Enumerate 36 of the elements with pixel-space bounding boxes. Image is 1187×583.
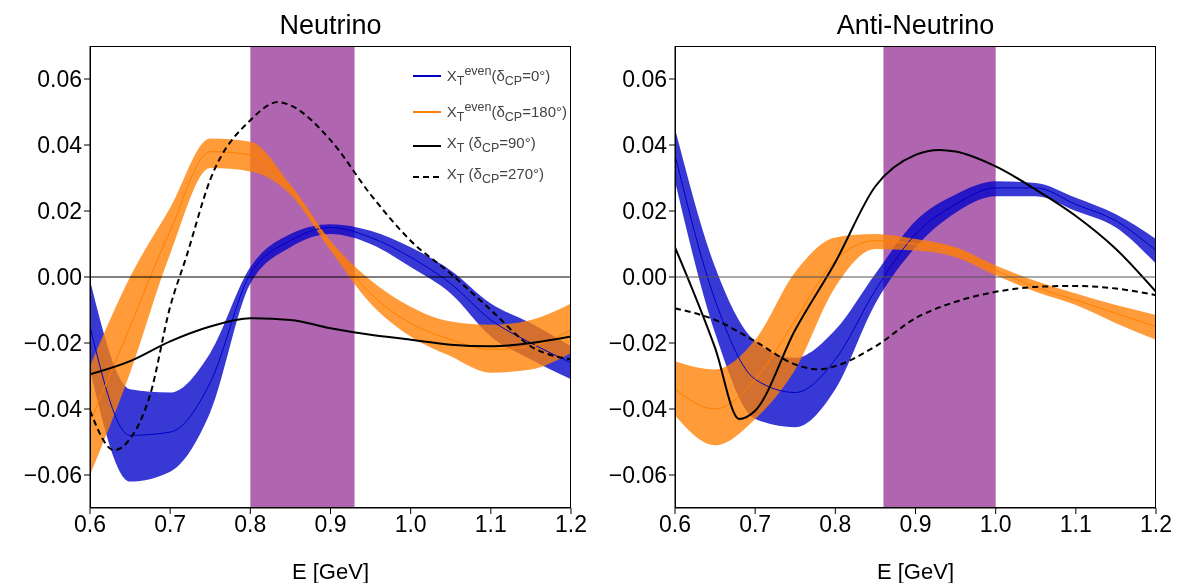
y-tick-label: 0.06 [37,66,82,93]
x-tick-label: 0.6 [659,511,691,538]
x-tick-label: 0.9 [314,511,347,538]
x-tick-label: 0.8 [234,511,267,538]
x-tick-label: 0.9 [899,511,932,538]
y-tick-label: −0.02 [23,330,82,357]
y-tick-label: 0.02 [622,198,667,225]
y-tick-label: −0.02 [608,330,667,357]
y-tick-label: −0.04 [608,396,668,423]
chart-title: Anti-Neutrino [835,10,996,41]
y-tick-label: 0.06 [622,66,667,93]
y-tick-label: −0.06 [608,462,667,489]
x-tick-label: 1.1 [474,511,507,538]
y-tick-label: 0.00 [37,264,82,291]
x-tick-label: 0.6 [74,511,106,538]
x-tick-label: 0.8 [819,511,852,538]
legend-label: X$_{T}$ (δ$_{CP}$=270°) [446,164,545,188]
legend-label: X$_{T}$ (δ$_{CP}$=90°) [446,133,536,157]
x-axis-title: E [GeV] [876,559,955,583]
legend-label: X$_{T}$$^{even}$(δ$_{CP}$=0°) [446,63,551,90]
y-tick-label: 0.04 [37,132,83,159]
y-tick-label: 0.02 [37,198,82,225]
y-tick-label: 0.04 [622,132,668,159]
x-tick-label: 1.0 [979,511,1012,538]
x-axis-title: E [GeV] [291,559,370,583]
x-tick-label: 1.2 [555,511,587,538]
legend-label: X$_{T}$$^{even}$(δ$_{CP}$=180°) [446,99,567,126]
x-tick-label: 1.1 [1059,511,1092,538]
chart-title: Neutrino [278,10,383,41]
x-tick-label: 0.7 [154,511,187,538]
y-tick-label: −0.04 [23,396,83,423]
x-tick-label: 0.7 [739,511,772,538]
x-tick-label: 1.2 [1140,511,1172,538]
y-tick-label: −0.06 [23,462,82,489]
y-tick-label: 0.00 [622,264,667,291]
x-tick-label: 1.0 [394,511,427,538]
